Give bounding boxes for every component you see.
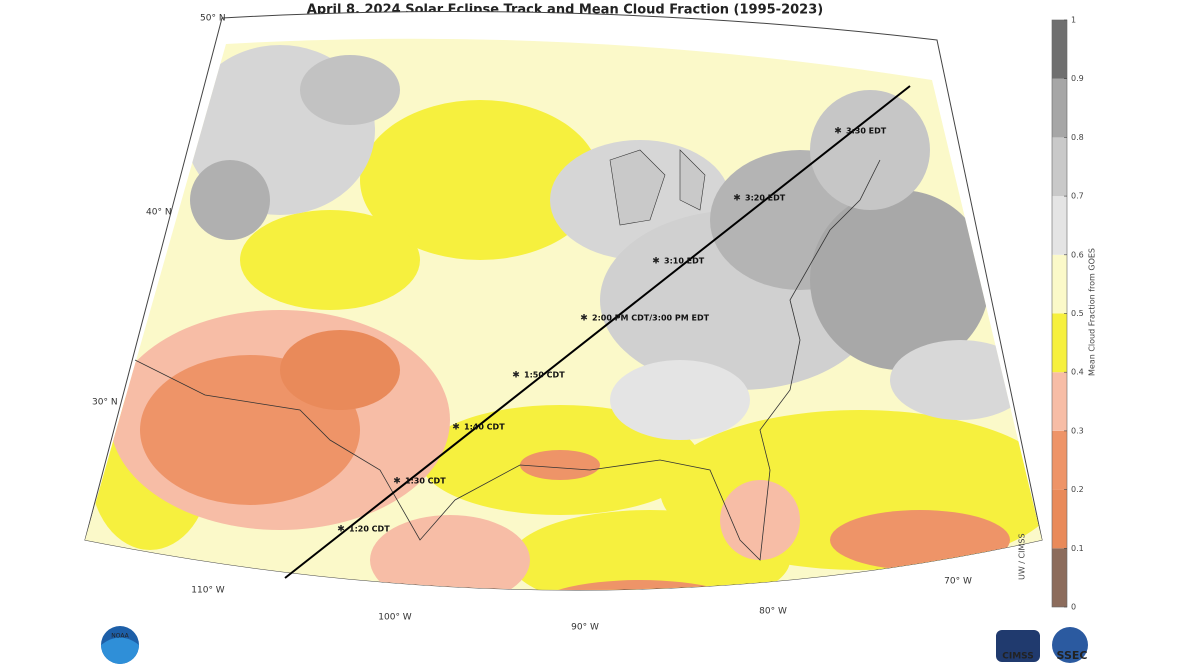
track-marker: ✱ (652, 257, 660, 267)
colorbar-segment (1052, 254, 1067, 314)
longitude-label: 100° W (378, 613, 412, 623)
colorbar-label: Mean Cloud Fraction from GOES (1088, 248, 1097, 376)
colorbar-tick-label: 0.4 (1071, 368, 1084, 377)
track-marker: ✱ (512, 371, 520, 381)
ssec-logo: SSEC (1052, 627, 1088, 663)
colorbar-segment (1052, 196, 1067, 255)
graticule-labels: 50° N 40° N 30° N 110° W 100° W 90° W 80° W 70°… (92, 14, 972, 633)
colorbar-tick-label: 0.8 (1071, 133, 1084, 142)
logo-text: NOAA (111, 633, 129, 640)
logo-text: SSEC (1057, 649, 1088, 662)
credit: UW / CIMSS (1018, 533, 1027, 580)
colorbar-segment (1052, 372, 1067, 431)
eclipse-track (284, 85, 911, 579)
track-label: 3:20 EDT (745, 194, 786, 203)
logo-text: CIMSS (1002, 652, 1033, 662)
latitude-label: 30° N (92, 398, 118, 408)
colorbar-tick-label: 0.2 (1071, 485, 1084, 494)
colorbar-tick-label: 0.6 (1071, 250, 1084, 259)
great-lakes (609, 149, 706, 226)
latitude-label: 50° N (200, 14, 226, 24)
colorbar-tick-label: 0.3 (1071, 426, 1084, 435)
colorbar-segment (1052, 78, 1067, 138)
cloud-field (85, 38, 1042, 591)
longitude-label: 80° W (759, 607, 787, 617)
colorbar-segment (1052, 430, 1067, 490)
colorbar-tick-label: 0.1 (1071, 544, 1084, 553)
track-marker: ✱ (452, 423, 460, 433)
track-marker: ✱ (337, 525, 345, 535)
coastline (134, 159, 881, 561)
track-label: 1:30 CDT (405, 477, 446, 486)
track-marker: ✱ (393, 477, 401, 487)
track-marker: ✱ (580, 314, 588, 324)
noaa-logo: NOAA (101, 626, 139, 664)
colorbar-segment (1052, 548, 1067, 607)
track-label: 1:50 CDT (524, 371, 565, 380)
track-label: 1:20 CDT (349, 525, 390, 534)
track-labels: ✱ 1:20 CDT ✱ 1:30 CDT ✱ 1:40 CDT ✱ 1:50 CDT ✱ 2:0… (337, 127, 887, 535)
latitude-label: 40° N (146, 208, 172, 218)
colorbar-tick-label: 1 (1071, 16, 1076, 25)
colorbar-tick-label: 0.7 (1071, 192, 1084, 201)
track-marker: ✱ (834, 127, 842, 137)
colorbar-segment (1052, 20, 1067, 79)
colorbar-tick-label: 0 (1071, 603, 1076, 612)
track-label: 1:40 CDT (464, 423, 505, 432)
longitude-label: 90° W (571, 623, 599, 633)
colorbar: 0 0.1 0.2 0.3 0.4 0.5 0.6 0.7 0.8 0.9 1 (1051, 16, 1084, 612)
longitude-label: 110° W (191, 586, 225, 596)
track-label: 3:10 EDT (664, 257, 705, 266)
colorbar-tick-label: 0.5 (1071, 309, 1084, 318)
colorbar-tick-label: 0.9 (1071, 74, 1084, 83)
track-marker: ✱ (733, 194, 741, 204)
colorbar-segment (1052, 137, 1067, 197)
track-label: 2:00 PM CDT/3:00 PM EDT (592, 314, 710, 323)
colorbar-segment (1052, 489, 1067, 549)
cimss-logo: CIMSS (996, 630, 1040, 662)
longitude-label: 70° W (944, 577, 972, 587)
track-label: 3:30 EDT (846, 127, 887, 136)
colorbar-segment (1052, 313, 1067, 373)
